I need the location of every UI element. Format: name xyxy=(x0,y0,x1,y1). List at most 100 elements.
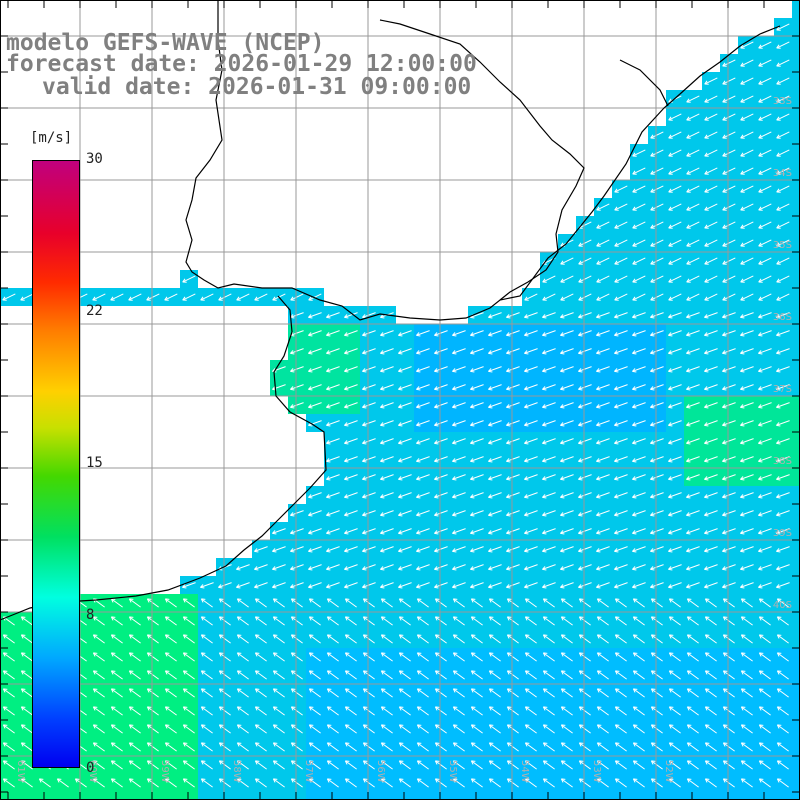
wind-arrow xyxy=(380,330,394,337)
wind-arrow xyxy=(344,724,357,734)
wind-arrow xyxy=(722,564,736,571)
wind-arrow xyxy=(452,582,466,589)
field-cell xyxy=(72,792,90,800)
wind-arrow xyxy=(650,564,664,571)
wind-arrow xyxy=(524,456,538,463)
wind-arrow xyxy=(578,293,592,301)
wind-arrow xyxy=(506,510,520,517)
wind-arrow xyxy=(758,203,772,211)
wind-arrow xyxy=(470,652,483,662)
field-cell xyxy=(792,288,800,306)
wind-arrow xyxy=(398,706,411,716)
wind-arrow xyxy=(344,402,358,409)
wind-arrow xyxy=(434,402,448,409)
wind-arrow xyxy=(344,474,358,481)
wind-arrow xyxy=(758,131,772,139)
wind-arrow xyxy=(614,742,627,752)
wind-arrow xyxy=(722,203,736,211)
wind-arrow xyxy=(776,366,790,373)
wind-arrow xyxy=(434,760,447,770)
wind-arrow xyxy=(632,582,646,589)
field-cell xyxy=(144,792,162,800)
wind-arrow xyxy=(524,474,538,481)
wind-arrow xyxy=(20,293,34,301)
wind-arrow xyxy=(560,688,573,698)
wind-arrow xyxy=(776,384,790,391)
wind-arrow xyxy=(434,474,448,481)
wind-arrow xyxy=(722,456,736,463)
wind-arrow xyxy=(416,456,430,463)
wind-arrow xyxy=(560,293,574,301)
wind-arrow xyxy=(686,366,700,373)
wind-arrow xyxy=(92,670,105,680)
wind-arrow xyxy=(758,77,772,85)
field-cell xyxy=(792,252,800,270)
wind-arrow xyxy=(452,688,465,698)
wind-arrow xyxy=(290,742,303,752)
wind-arrow xyxy=(668,348,682,355)
wind-arrow xyxy=(596,492,610,499)
wind-arrow xyxy=(506,778,519,788)
field-cell xyxy=(792,576,800,594)
wind-arrow xyxy=(560,275,574,283)
wind-arrow xyxy=(722,293,736,301)
wind-arrow xyxy=(578,438,592,445)
wind-arrow xyxy=(236,670,249,680)
wind-arrow xyxy=(650,778,663,788)
wind-arrow xyxy=(524,742,537,752)
wind-arrow xyxy=(290,348,304,355)
wind-arrow xyxy=(470,384,484,391)
wind-arrow xyxy=(524,528,538,535)
wind-arrow xyxy=(236,706,249,716)
wind-arrow xyxy=(686,149,700,157)
wind-arrow xyxy=(776,582,790,589)
wind-arrow xyxy=(758,742,771,752)
wind-arrow xyxy=(632,149,646,157)
wind-arrow xyxy=(236,598,249,608)
wind-arrow xyxy=(434,582,448,589)
wind-arrow xyxy=(758,330,772,337)
wind-arrow xyxy=(452,706,465,716)
wind-arrow xyxy=(434,438,448,445)
wind-arrow xyxy=(362,330,376,337)
wind-arrow xyxy=(650,420,664,427)
wind-arrow xyxy=(542,724,555,734)
wind-arrow xyxy=(668,293,682,301)
wind-arrow xyxy=(560,312,574,319)
wind-arrow xyxy=(560,420,574,427)
field-cell xyxy=(792,144,800,162)
wind-arrow xyxy=(362,634,375,644)
wind-arrow xyxy=(488,348,502,355)
wind-arrow xyxy=(632,456,646,463)
wind-arrow xyxy=(326,312,340,319)
wind-arrow xyxy=(290,652,303,662)
wind-arrow xyxy=(290,293,304,301)
wind-arrow xyxy=(344,438,358,445)
wind-arrow xyxy=(614,293,628,301)
wind-arrow xyxy=(344,528,358,535)
field-cell xyxy=(792,684,800,702)
wind-arrow xyxy=(290,634,303,644)
wind-arrow xyxy=(380,760,393,770)
wind-arrow xyxy=(776,778,789,788)
colorbar-tick-8: 8 xyxy=(86,607,95,623)
wind-arrow xyxy=(200,670,213,680)
wind-arrow xyxy=(686,438,700,445)
wind-arrow xyxy=(488,564,502,571)
wind-arrow xyxy=(722,616,735,626)
wind-arrow xyxy=(740,366,754,373)
wind-arrow xyxy=(722,366,736,373)
wind-arrow xyxy=(686,564,700,571)
field-cell xyxy=(720,792,738,800)
wind-arrow xyxy=(722,221,736,229)
wind-arrow xyxy=(776,474,790,481)
wind-arrow xyxy=(254,724,267,734)
wind-arrow xyxy=(596,634,609,644)
wind-arrow xyxy=(614,456,628,463)
wind-arrow xyxy=(308,564,322,571)
field-cell xyxy=(792,90,800,108)
wind-arrow xyxy=(560,528,574,535)
wind-arrow xyxy=(722,510,736,517)
wind-arrow xyxy=(218,706,231,716)
wind-arrow xyxy=(632,438,646,445)
